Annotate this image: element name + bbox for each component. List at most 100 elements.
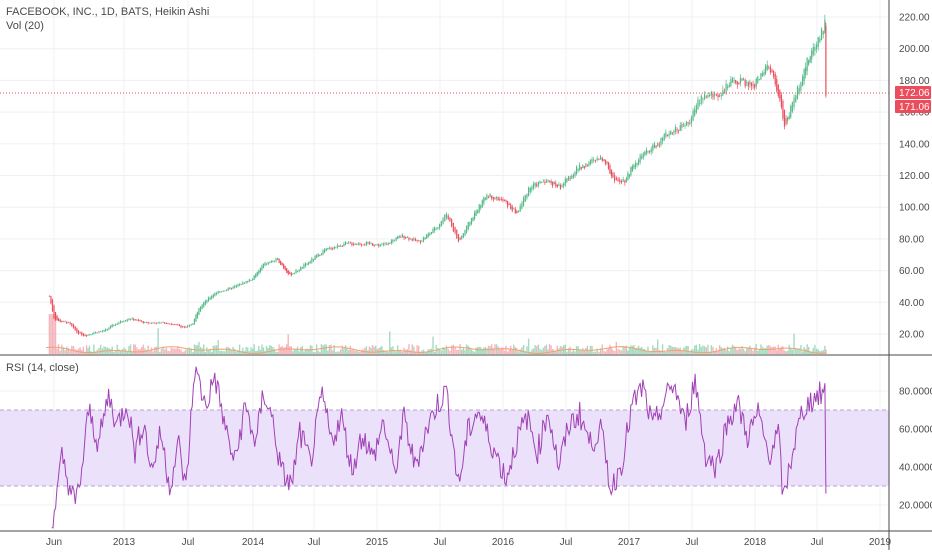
- candle-body: [459, 237, 461, 240]
- volume-bar: [807, 346, 810, 354]
- volume-bar: [325, 344, 327, 354]
- volume-bar: [508, 349, 510, 354]
- volume-bar: [452, 344, 455, 354]
- candle-body: [473, 212, 476, 220]
- volume-bar: [180, 349, 182, 354]
- volume-bar: [558, 348, 560, 354]
- candle-body: [809, 56, 811, 63]
- rsi-legend[interactable]: RSI (14, close): [6, 362, 79, 374]
- candle-body: [599, 156, 602, 160]
- date-tick-label: 2014: [242, 537, 265, 548]
- volume-bar: [188, 347, 191, 354]
- candle-body: [382, 243, 385, 245]
- volume-bar: [824, 345, 826, 354]
- candle-body: [521, 202, 523, 209]
- volume-bar: [763, 348, 765, 354]
- volume-bar: [720, 347, 722, 354]
- candle-body: [514, 208, 516, 214]
- candle-body: [352, 243, 355, 245]
- candle-body: [235, 285, 237, 287]
- volume-bar: [53, 314, 55, 354]
- candle-body: [609, 165, 611, 174]
- candle-body: [395, 237, 397, 241]
- main-legend[interactable]: FACEBOOK, INC., 1D, BATS, Heikin Ashi: [6, 6, 210, 18]
- volume-bar: [593, 351, 595, 354]
- candle-body: [88, 334, 91, 336]
- candle-body: [684, 125, 686, 126]
- volume-bar: [544, 345, 546, 354]
- candle-body: [622, 179, 624, 182]
- label-layer: 172.06 171.06: [0, 85, 931, 113]
- candle-body: [642, 153, 644, 158]
- volume-bar: [459, 344, 461, 354]
- volume-bar: [744, 351, 746, 354]
- candle-body: [145, 322, 148, 323]
- candle-body: [324, 249, 326, 253]
- candle-body: [712, 93, 714, 98]
- candle-body: [709, 95, 711, 97]
- volume-bar: [300, 347, 302, 354]
- candle-body: [376, 244, 378, 245]
- volume-bar: [814, 344, 816, 354]
- candle-body: [806, 58, 808, 72]
- candle-body: [390, 240, 392, 244]
- candle-body: [406, 237, 408, 239]
- candle-body: [566, 178, 568, 182]
- candle-body: [111, 324, 113, 328]
- candle-body: [742, 79, 745, 81]
- candle-body: [57, 318, 60, 321]
- volume-bar: [796, 349, 799, 354]
- price-tick-label: 220.00: [899, 13, 930, 24]
- candle-body: [612, 172, 614, 178]
- volume-bar: [419, 351, 422, 354]
- volume-legend[interactable]: Vol (20): [6, 20, 44, 32]
- candle-body: [365, 242, 367, 245]
- candle-body: [116, 323, 118, 325]
- volume-bar: [303, 351, 305, 354]
- candle-body: [98, 331, 100, 333]
- candle-body: [747, 82, 749, 87]
- volume-bar: [382, 350, 385, 354]
- volume-bar: [687, 346, 689, 354]
- volume-bar: [786, 350, 789, 354]
- candle-body: [822, 31, 824, 35]
- candle-body: [384, 243, 386, 245]
- candle-body: [685, 121, 688, 126]
- candle-body: [598, 159, 600, 160]
- volume-bar: [819, 351, 821, 354]
- volume-bar: [612, 349, 614, 354]
- candle-body: [304, 263, 307, 267]
- candle-body: [653, 143, 656, 148]
- candle-body: [306, 263, 308, 265]
- volume-bar: [547, 349, 549, 354]
- volume-bar: [292, 351, 294, 354]
- date-tick-label: 2018: [744, 537, 767, 548]
- candle-body: [175, 324, 177, 326]
- candle-body: [312, 259, 315, 261]
- candle-body: [360, 244, 363, 246]
- candle-body: [451, 219, 453, 227]
- candle-body: [681, 123, 683, 128]
- candle-body: [689, 122, 691, 124]
- candle-body: [259, 267, 261, 273]
- candle-body: [531, 186, 533, 190]
- volume-bar: [506, 351, 509, 354]
- candle-body: [495, 196, 498, 199]
- candle-body: [250, 280, 252, 281]
- candle-body: [298, 269, 300, 272]
- candle-body: [650, 149, 652, 152]
- price-tag-label: 171.06: [899, 102, 930, 113]
- candle-body: [744, 79, 746, 87]
- volume-bar: [670, 345, 672, 354]
- candle-body: [424, 237, 426, 240]
- candle-body: [61, 320, 63, 323]
- candle-body: [113, 325, 115, 326]
- candle-body: [386, 243, 388, 245]
- volume-bar: [527, 338, 530, 354]
- candle-body: [94, 331, 97, 334]
- volume-bar: [131, 351, 133, 354]
- candle-body: [418, 240, 420, 242]
- candle-body: [69, 322, 71, 325]
- volume-bar: [553, 350, 555, 354]
